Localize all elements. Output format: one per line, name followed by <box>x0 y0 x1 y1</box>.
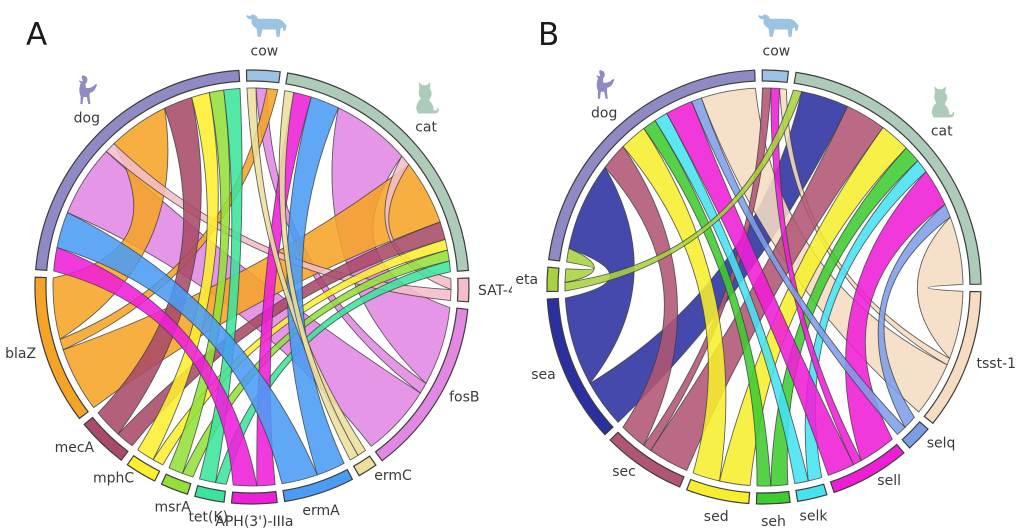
ribbon-eta-dog <box>564 247 595 283</box>
gene-label-blaZ: blaZ <box>5 346 36 362</box>
panel-a-letter: A <box>26 17 48 53</box>
gene-label-selq: selq <box>927 435 956 451</box>
sector-arc-msrA <box>160 473 192 495</box>
gene-label-tsst-1: tsst-1 <box>977 356 1017 372</box>
sector-arc-seh <box>755 490 791 505</box>
cat-icon <box>931 86 955 118</box>
ribbon-eta-cat <box>564 89 803 292</box>
panel-a: A SAT-4 fosB ermC ermA APH(3')-IIIatet(K)msr… <box>5 14 512 529</box>
sector-arc-cat <box>285 72 470 272</box>
sector-arc-selk <box>795 483 828 503</box>
animal-label-cow: cow <box>763 43 791 59</box>
animal-label-cat: cat <box>931 124 953 140</box>
dog-icon <box>79 75 97 104</box>
animal-label-dog: dog <box>74 111 100 127</box>
sector-arc-tet(K) <box>194 484 227 503</box>
ribbon-mphC-cat <box>152 238 448 466</box>
sector-arc-APH(3')-IIIa <box>230 490 278 505</box>
sector-arc-sea <box>546 297 614 436</box>
animal-label-dog: dog <box>591 105 617 121</box>
ribbon-mecA-cat <box>117 221 446 447</box>
sector-arc-ermA <box>282 468 354 503</box>
gene-label-sea: sea <box>531 367 556 383</box>
ribbon-seh-dog <box>643 120 772 487</box>
sector-arc-mecA <box>83 416 129 462</box>
panel-b-letter: B <box>538 17 560 53</box>
gene-label-sell: sell <box>877 473 901 489</box>
ribbon-ermC-cat <box>278 90 359 461</box>
sector-arc-fosB <box>374 307 469 462</box>
sector-arc-blaZ <box>34 276 89 420</box>
sector-arc-dog <box>548 69 756 262</box>
sector-arc-cat <box>793 71 982 285</box>
gene-label-fosB: fosB <box>449 390 479 406</box>
ribbon-sed-dog <box>622 127 727 482</box>
gene-label-tet(K): tet(K) <box>188 510 228 526</box>
sector-arc-tsst-1 <box>923 290 982 425</box>
sector-arc-mphC <box>126 454 161 482</box>
ribbon-ermA-dog <box>56 212 318 485</box>
animal-label-cow: cow <box>251 43 279 59</box>
cat-icon <box>416 82 439 114</box>
ribbon-sec-cow <box>643 87 772 451</box>
sector-arc-ermC <box>352 455 377 477</box>
ribbon-APH(3')-IIIa-dog <box>53 247 258 487</box>
cow-icon <box>758 14 799 37</box>
ribbon-ermA-cat <box>286 96 345 476</box>
sector-arc-eta <box>546 266 560 293</box>
ribbon-msrA-cat <box>182 249 450 478</box>
animal-label-cat: cat <box>415 120 437 136</box>
sector-arc-sell <box>829 443 905 494</box>
ribbon-sell-cat <box>845 171 946 462</box>
sector-arc-sec <box>609 431 685 488</box>
sector-arc-SAT-4 <box>456 277 470 303</box>
ribbon-tet(K)-dog <box>199 87 243 484</box>
gene-label-SAT-4: SAT-4 <box>478 283 512 299</box>
ribbon-selk-dog <box>654 112 809 485</box>
gene-label-mphC: mphC <box>93 471 134 487</box>
sector-arc-sed <box>685 478 751 505</box>
ribbon-selq-dog <box>691 97 906 435</box>
gene-label-sed: sed <box>704 509 729 525</box>
gene-label-ermC: ermC <box>374 468 412 484</box>
gene-label-APH(3')-IIIa: APH(3')-IIIa <box>215 514 293 529</box>
gene-label-msrA: msrA <box>154 499 191 515</box>
ribbon-sec-dog <box>604 146 678 446</box>
cow-icon <box>246 14 287 37</box>
ribbon-sea-dog <box>564 166 635 384</box>
sector-arc-cow <box>761 69 790 83</box>
ribbon-sell-dog <box>666 101 855 476</box>
ribbon-selq-cat <box>877 203 951 428</box>
gene-label-ermA: ermA <box>302 503 340 519</box>
gene-label-mecA: mecA <box>55 440 95 456</box>
dog-icon <box>596 70 615 99</box>
sector-arc-cow <box>245 69 281 84</box>
gene-label-sec: sec <box>612 464 636 480</box>
panel-b: B tsst-1 selq sell selk seh sed sec sea eta dog co… <box>512 0 1024 529</box>
ribbon-msrA-dog <box>168 89 231 474</box>
gene-label-selk: selk <box>800 508 829 524</box>
sector-arc-dog <box>35 69 241 272</box>
gene-label-seh: seh <box>761 514 786 529</box>
sector-arc-selq <box>901 421 929 449</box>
gene-label-eta: eta <box>515 272 538 288</box>
